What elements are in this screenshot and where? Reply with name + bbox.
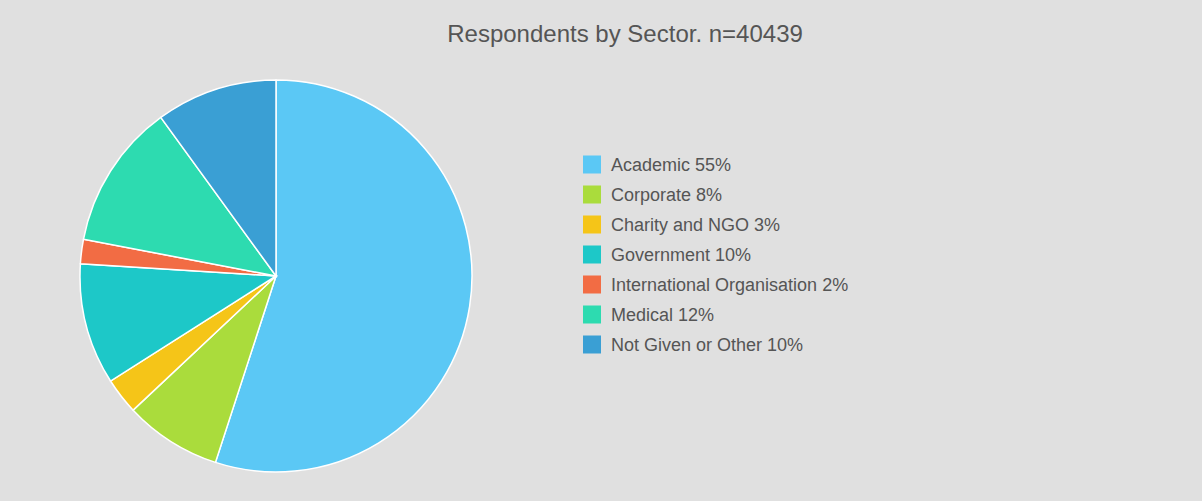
legend-label: Corporate 8% <box>611 185 722 205</box>
legend-swatch <box>583 336 601 354</box>
legend-swatch <box>583 186 601 204</box>
legend-label: Medical 12% <box>611 305 714 325</box>
title: Respondents by Sector. n=40439 <box>447 20 803 47</box>
pie <box>80 80 472 472</box>
legend-label: Government 10% <box>611 245 751 265</box>
legend: Academic 55% Corporate 8% Charity and NGO … <box>583 155 848 355</box>
legend-swatch <box>583 156 601 174</box>
legend-swatch <box>583 246 601 264</box>
legend-label: International Organisation 2% <box>611 275 848 295</box>
pie-slice <box>80 264 276 381</box>
pie-slice <box>161 80 276 276</box>
background <box>0 0 1202 501</box>
legend-label: Not Given or Other 10% <box>611 335 803 355</box>
chart-container: Respondents by Sector. n=40439 Academic 5… <box>0 0 1202 501</box>
legend-swatch <box>583 276 601 294</box>
legend-swatch <box>583 306 601 324</box>
chart-svg: Respondents by Sector. n=40439 Academic 5… <box>0 0 1202 501</box>
legend-label: Charity and NGO 3% <box>611 215 780 235</box>
legend-label: Academic 55% <box>611 155 731 175</box>
legend-swatch <box>583 216 601 234</box>
